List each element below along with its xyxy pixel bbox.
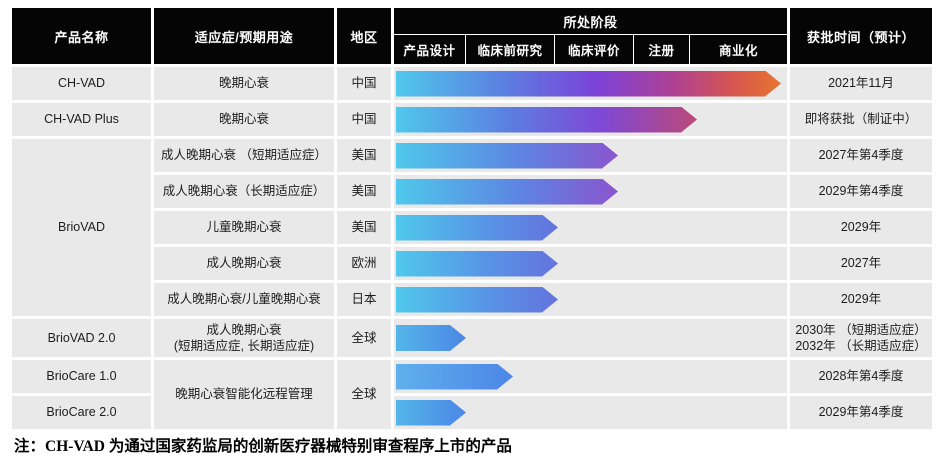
stage-bar-cell xyxy=(394,283,787,316)
pipeline-bar xyxy=(396,364,513,390)
approval-cell: 2030年 （短期适应症） 2032年 （长期适应症） xyxy=(790,319,932,357)
stage-bar-cell xyxy=(394,319,787,357)
pipeline-bar xyxy=(396,179,618,205)
region-cell: 欧洲 xyxy=(337,247,391,280)
stage-bar-cell xyxy=(394,247,787,280)
header-stage-commercial: 商业化 xyxy=(690,35,787,64)
indication-cell: 成人晚期心衰 （短期适应症） xyxy=(154,139,334,172)
approval-cell: 2028年第4季度 xyxy=(790,360,932,393)
header-stage-columns: 产品设计 临床前研究 临床评价 注册 商业化 xyxy=(394,35,787,64)
approval-cell: 即将获批（制证中） xyxy=(790,103,932,136)
pipeline-bar xyxy=(396,400,466,426)
header-stage-group: 所处阶段 产品设计 临床前研究 临床评价 注册 商业化 xyxy=(394,8,787,64)
pipeline-bar xyxy=(396,71,781,97)
header-stage-clinical: 临床评价 xyxy=(555,35,633,64)
indication-cell: 晚期心衰 xyxy=(154,103,334,136)
product-cell-briovad: BrioVAD xyxy=(12,139,151,316)
pipeline-bar xyxy=(396,143,618,169)
pipeline-table: 产品名称 适应症/预期用途 地区 所处阶段 产品设计 临床前研究 临床评价 注册… xyxy=(12,8,932,429)
approval-cell: 2029年第4季度 xyxy=(790,396,932,429)
product-cell: CH-VAD xyxy=(12,67,151,100)
indication-cell: 晚期心衰 xyxy=(154,67,334,100)
stage-bar-cell xyxy=(394,103,787,136)
region-cell: 中国 xyxy=(337,103,391,136)
pipeline-bar xyxy=(396,107,697,133)
product-cell: CH-VAD Plus xyxy=(12,103,151,136)
region-cell: 中国 xyxy=(337,67,391,100)
region-cell: 日本 xyxy=(337,283,391,316)
stage-bar-cell xyxy=(394,175,787,208)
product-cell: BrioVAD 2.0 xyxy=(12,319,151,357)
region-cell: 美国 xyxy=(337,175,391,208)
header-stage-registration: 注册 xyxy=(634,35,689,64)
stage-bar-cell xyxy=(394,396,787,429)
header-approval: 获批时间（预计） xyxy=(790,8,932,64)
header-stage-preclinical: 临床前研究 xyxy=(466,35,554,64)
indication-cell: 成人晚期心衰/儿童晚期心衰 xyxy=(154,283,334,316)
footnote: 注：CH-VAD 为通过国家药监局的创新医疗器械特别审查程序上市的产品 xyxy=(14,438,512,455)
stage-bar-cell xyxy=(394,67,787,100)
pipeline-bar xyxy=(396,251,558,277)
stage-bar-cell xyxy=(394,139,787,172)
pipeline-bar xyxy=(396,287,558,313)
indication-cell-briocare: 晚期心衰智能化远程管理 xyxy=(154,360,334,429)
header-stage-design: 产品设计 xyxy=(394,35,465,64)
indication-cell: 儿童晚期心衰 xyxy=(154,211,334,244)
product-cell: BrioCare 1.0 xyxy=(12,360,151,393)
region-cell: 全球 xyxy=(337,319,391,357)
region-cell-briocare: 全球 xyxy=(337,360,391,429)
pipeline-bar xyxy=(396,215,558,241)
indication-cell: 成人晚期心衰（长期适应症） xyxy=(154,175,334,208)
approval-cell: 2027年第4季度 xyxy=(790,139,932,172)
approval-cell: 2021年11月 xyxy=(790,67,932,100)
stage-bar-cell xyxy=(394,360,787,393)
pipeline-bar xyxy=(396,325,466,351)
header-stage-title: 所处阶段 xyxy=(394,8,787,34)
indication-cell: 成人晚期心衰 xyxy=(154,247,334,280)
header-region: 地区 xyxy=(337,8,391,64)
approval-cell: 2029年第4季度 xyxy=(790,175,932,208)
header-indication: 适应症/预期用途 xyxy=(154,8,334,64)
indication-cell: 成人晚期心衰 (短期适应症, 长期适应症) xyxy=(154,319,334,357)
header-product: 产品名称 xyxy=(12,8,151,64)
stage-bar-cell xyxy=(394,211,787,244)
approval-cell: 2029年 xyxy=(790,283,932,316)
product-cell: BrioCare 2.0 xyxy=(12,396,151,429)
region-cell: 美国 xyxy=(337,211,391,244)
approval-cell: 2029年 xyxy=(790,211,932,244)
region-cell: 美国 xyxy=(337,139,391,172)
approval-cell: 2027年 xyxy=(790,247,932,280)
